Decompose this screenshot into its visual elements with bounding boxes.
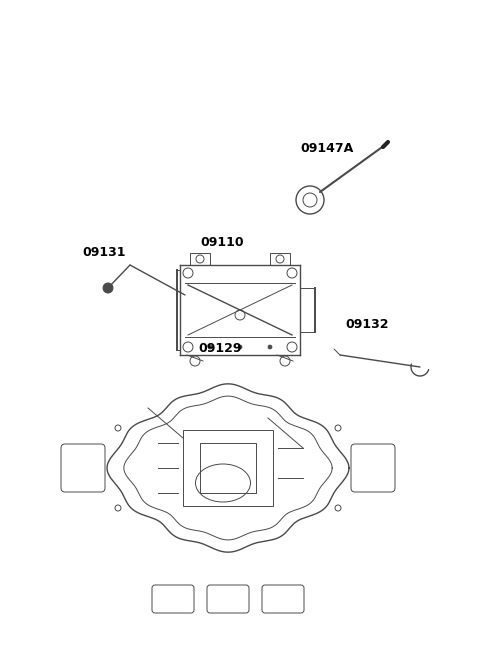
Circle shape — [268, 345, 272, 349]
Circle shape — [103, 283, 113, 293]
Text: 09132: 09132 — [345, 319, 388, 331]
Circle shape — [208, 345, 212, 349]
Text: 09131: 09131 — [82, 245, 125, 258]
Text: 09147A: 09147A — [300, 142, 353, 155]
Text: 09129: 09129 — [198, 342, 241, 354]
Text: 09110: 09110 — [200, 236, 244, 249]
Circle shape — [238, 345, 242, 349]
